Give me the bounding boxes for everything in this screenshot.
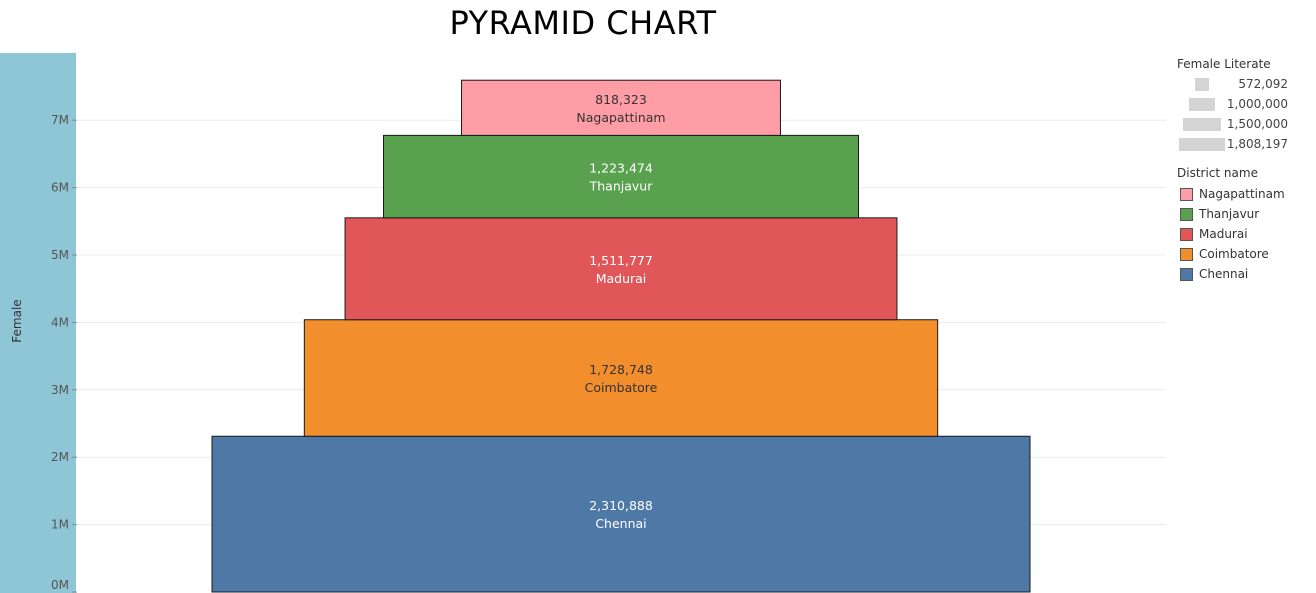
- bar-category-label: Coimbatore: [585, 380, 658, 395]
- color-legend-swatch: [1180, 207, 1193, 221]
- size-legend-swatch: [1182, 118, 1222, 131]
- bar-madurai: 1,511,777 Madurai: [344, 217, 898, 321]
- bar-rect[interactable]: [344, 217, 898, 321]
- color-legend-item[interactable]: Coimbatore: [1177, 244, 1285, 264]
- bar-rect[interactable]: [303, 319, 939, 437]
- color-legend-swatch: [1180, 227, 1193, 241]
- bar-chennai: 2,310,888 Chennai: [211, 435, 1031, 593]
- bar-category-label: Chennai: [595, 516, 646, 531]
- size-legend-item: 1,808,197: [1177, 135, 1289, 155]
- color-legend-item[interactable]: Madurai: [1177, 224, 1285, 244]
- color-legend-label: Chennai: [1199, 267, 1249, 281]
- size-legend-label: 1,808,197: [1226, 137, 1288, 151]
- size-legend-item: 1,000,000: [1177, 95, 1289, 115]
- bar-rect[interactable]: [461, 79, 781, 136]
- size-legend: Female Literate 572,092 1,000,000 1,500,00…: [1177, 57, 1289, 155]
- size-legend-swatch: [1194, 78, 1210, 91]
- color-legend: District name Nagapattinam Thanjavur Madur…: [1177, 166, 1285, 284]
- bar-category-label: Thanjavur: [589, 179, 654, 194]
- size-legend-label: 572,092: [1238, 77, 1288, 91]
- color-legend-label: Madurai: [1199, 227, 1248, 241]
- color-legend-label: Nagapattinam: [1199, 187, 1285, 201]
- bar-rect[interactable]: [382, 134, 860, 219]
- pyramid-chart: 0M 1M 2M 3M 4M 5M 6M 7M 2,310,888 Chennai 1,728,74…: [51, 79, 1166, 593]
- y-tick-label: 1M: [51, 518, 69, 532]
- color-legend-swatch: [1180, 267, 1193, 281]
- size-legend-label: 1,500,000: [1226, 117, 1288, 131]
- color-legend-label: Thanjavur: [1199, 207, 1260, 221]
- size-legend-item: 572,092: [1177, 75, 1289, 95]
- bar-thanjavur: 1,223,474 Thanjavur: [382, 134, 860, 219]
- y-tick-label: 3M: [51, 383, 69, 397]
- color-legend-item[interactable]: Nagapattinam: [1177, 184, 1285, 204]
- color-legend-swatch: [1180, 187, 1193, 201]
- color-legend-item[interactable]: Chennai: [1177, 264, 1285, 284]
- size-legend-swatch: [1189, 98, 1215, 111]
- bar-nagapattinam: 818,323 Nagapattinam: [461, 79, 781, 136]
- bar-value-label: 1,728,748: [589, 362, 653, 377]
- y-tick-label: 4M: [51, 315, 69, 329]
- chart-title: PYRAMID CHART: [449, 4, 717, 42]
- color-legend-swatch: [1180, 247, 1193, 261]
- bar-value-label: 1,511,777: [589, 253, 653, 268]
- bar-category-label: Madurai: [596, 271, 647, 286]
- y-tick-label: 2M: [51, 450, 69, 464]
- y-tick-label: 5M: [51, 248, 69, 262]
- bar-value-label: 818,323: [595, 92, 647, 107]
- y-axis-band: [0, 53, 76, 593]
- y-tick-label: 7M: [51, 113, 69, 127]
- bar-value-label: 1,223,474: [589, 161, 653, 176]
- size-legend-title: Female Literate: [1177, 57, 1271, 71]
- bar-category-label: Nagapattinam: [576, 110, 665, 125]
- color-legend-label: Coimbatore: [1199, 247, 1269, 261]
- size-legend-label: 1,000,000: [1226, 97, 1288, 111]
- size-legend-item: 1,500,000: [1177, 115, 1289, 135]
- y-tick-label: 6M: [51, 181, 69, 195]
- color-legend-item[interactable]: Thanjavur: [1177, 204, 1285, 224]
- bar-value-label: 2,310,888: [589, 498, 653, 513]
- bar-coimbatore: 1,728,748 Coimbatore: [303, 319, 939, 437]
- color-legend-title: District name: [1177, 166, 1258, 180]
- y-tick-label: 0M: [51, 578, 69, 592]
- bar-rect[interactable]: [211, 435, 1031, 593]
- size-legend-swatch: [1179, 138, 1225, 151]
